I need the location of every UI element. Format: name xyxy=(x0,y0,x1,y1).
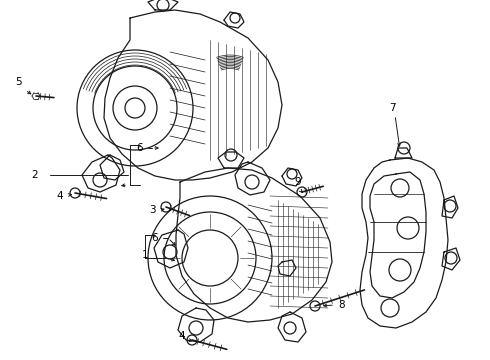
Text: 9: 9 xyxy=(294,177,301,187)
Text: 5: 5 xyxy=(15,77,21,87)
Text: 4: 4 xyxy=(57,191,63,201)
Text: 2: 2 xyxy=(32,170,38,180)
Text: 6: 6 xyxy=(152,233,158,243)
Text: 4: 4 xyxy=(179,331,185,341)
Text: 8: 8 xyxy=(339,300,345,310)
Text: 6: 6 xyxy=(137,143,143,153)
Text: 1: 1 xyxy=(142,250,148,260)
Text: 3: 3 xyxy=(148,205,155,215)
Text: 7: 7 xyxy=(389,103,395,113)
